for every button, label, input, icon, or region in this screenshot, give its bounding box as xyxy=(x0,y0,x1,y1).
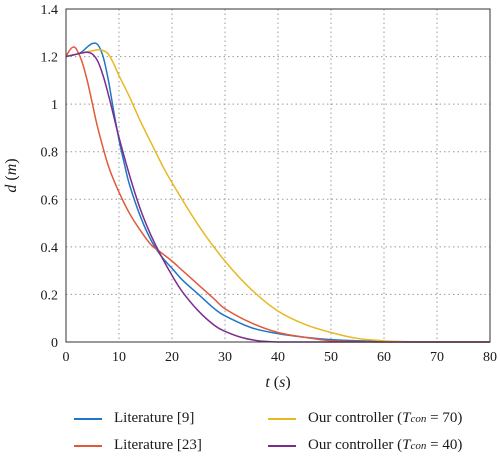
x-tick-label: 50 xyxy=(324,350,338,365)
plot-frame xyxy=(65,8,491,343)
y-tick-label: 1.2 xyxy=(41,51,59,66)
x-tick-label: 10 xyxy=(112,350,126,365)
y-tick-labels: 0 0.2 0.4 0.6 0.8 1 1.2 1.4 xyxy=(41,3,59,351)
y-axis-var: d xyxy=(3,184,20,193)
grid xyxy=(66,9,490,342)
x-tick-labels: 0 10 20 30 40 50 60 70 80 xyxy=(63,350,498,365)
series-line-controller-tcon-70 xyxy=(65,49,490,343)
x-axis-label: t (s) xyxy=(265,374,290,391)
x-tick-label: 80 xyxy=(483,350,497,365)
y-tick-label: 0.2 xyxy=(41,288,59,303)
x-tick-label: 30 xyxy=(218,350,232,365)
y-tick-label: 0.8 xyxy=(41,146,59,161)
x-tick-label: 0 xyxy=(63,350,70,365)
x-axis-var: t xyxy=(265,374,270,391)
y-tick-label: 1 xyxy=(51,98,58,113)
x-axis-unit: s xyxy=(279,374,285,391)
y-tick-label: 0.6 xyxy=(41,193,59,208)
y-axis-label: d (m) xyxy=(3,158,20,192)
y-tick-label: 1.4 xyxy=(41,3,59,18)
x-tick-label: 20 xyxy=(165,350,179,365)
y-axis-unit: m xyxy=(3,164,20,176)
x-tick-label: 40 xyxy=(271,350,285,365)
y-tick-label: 0.4 xyxy=(41,241,59,256)
x-tick-label: 60 xyxy=(377,350,391,365)
y-tick-label: 0 xyxy=(51,336,58,351)
x-tick-label: 70 xyxy=(430,350,444,365)
